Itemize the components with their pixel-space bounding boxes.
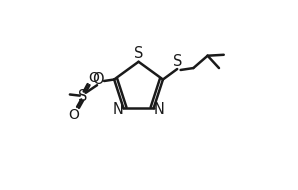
Text: S: S bbox=[173, 54, 182, 69]
Text: N: N bbox=[113, 102, 124, 117]
Text: O: O bbox=[88, 70, 99, 85]
Text: S: S bbox=[77, 89, 87, 104]
Text: O: O bbox=[93, 72, 104, 87]
Text: S: S bbox=[134, 46, 143, 61]
Text: O: O bbox=[68, 108, 79, 122]
Text: N: N bbox=[153, 102, 164, 117]
